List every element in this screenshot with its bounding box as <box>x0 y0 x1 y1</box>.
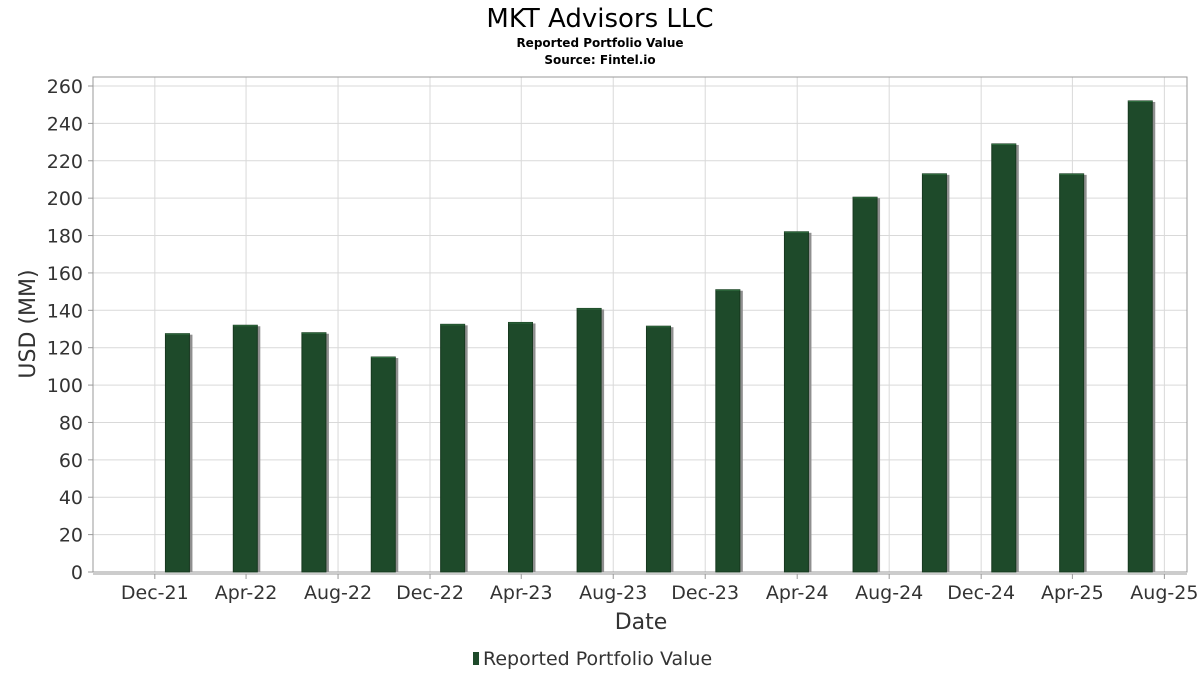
y-axis-ticks: 0 20 40 60 80 100 120 140 160 180 200 220 240 260 <box>47 76 93 584</box>
bar-rect <box>301 332 327 573</box>
y-tick-label: 240 <box>47 113 83 135</box>
bar-rect <box>1127 100 1153 573</box>
bar-rect <box>232 324 258 573</box>
x-tick-label: Aug-25 <box>1130 582 1198 604</box>
bar <box>1059 173 1087 573</box>
y-tick-label: 100 <box>47 375 83 397</box>
bar <box>715 289 743 573</box>
y-tick-label: 120 <box>47 338 83 360</box>
bar <box>783 231 812 573</box>
chart-subtitle: Reported Portfolio Value <box>516 36 683 50</box>
y-tick-label: 220 <box>47 151 83 173</box>
x-tick-label: Dec-21 <box>121 582 189 604</box>
chart-source: Source: Fintel.io <box>544 53 655 67</box>
bar <box>991 143 1019 573</box>
x-tick-label: Apr-23 <box>490 582 553 604</box>
bar-rect <box>991 143 1017 573</box>
bar-rect <box>576 307 602 573</box>
bar <box>507 321 536 573</box>
bar-rect <box>440 323 466 573</box>
bar-rect <box>715 289 741 573</box>
x-tick-label: Apr-25 <box>1041 582 1104 604</box>
x-tick-label: Dec-24 <box>947 582 1015 604</box>
bar <box>370 356 399 573</box>
bar-rect <box>1059 173 1085 573</box>
y-tick-label: 260 <box>47 76 83 98</box>
x-tick-label: Apr-22 <box>215 582 278 604</box>
y-tick-label: 200 <box>47 188 83 210</box>
bar <box>921 173 950 573</box>
bar <box>440 323 468 573</box>
bar <box>852 196 881 573</box>
bar <box>164 333 193 573</box>
plot-area <box>92 76 1188 573</box>
x-axis-label: Date <box>615 610 668 635</box>
bar-rect <box>164 333 190 573</box>
legend: Reported Portfolio Value <box>473 648 712 670</box>
bar-rect <box>783 231 809 573</box>
bar-rect <box>645 325 671 573</box>
legend-label: Reported Portfolio Value <box>483 648 712 670</box>
chart-title: MKT Advisors LLC <box>486 4 713 34</box>
x-tick-label: Apr-24 <box>766 582 829 604</box>
y-tick-label: 180 <box>47 226 83 248</box>
bar-rect <box>370 356 396 573</box>
bar-series <box>164 100 1156 573</box>
y-tick-label: 60 <box>59 450 83 472</box>
bar <box>1127 100 1156 573</box>
legend-swatch <box>473 652 479 665</box>
y-tick-label: 20 <box>59 525 83 547</box>
y-axis-label: USD (MM) <box>16 269 41 378</box>
y-tick-label: 80 <box>59 412 83 434</box>
y-tick-label: 40 <box>59 487 83 509</box>
x-axis-ticks: Dec-21 Apr-22 Aug-22 Dec-22 Apr-23 Aug-23 Dec-… <box>121 574 1198 604</box>
bar <box>301 332 329 573</box>
x-tick-label: Dec-23 <box>671 582 739 604</box>
y-tick-label: 0 <box>71 562 83 584</box>
y-tick-label: 140 <box>47 300 83 322</box>
bar <box>576 307 605 573</box>
bar-rect <box>507 321 533 573</box>
x-tick-label: Aug-23 <box>579 582 647 604</box>
bar-rect <box>921 173 947 573</box>
x-tick-label: Aug-22 <box>304 582 372 604</box>
bar <box>232 324 261 573</box>
bar <box>645 325 674 573</box>
bar-rect <box>852 196 878 573</box>
x-tick-label: Aug-24 <box>855 582 923 604</box>
x-tick-label: Dec-22 <box>396 582 464 604</box>
y-tick-label: 160 <box>47 263 83 285</box>
